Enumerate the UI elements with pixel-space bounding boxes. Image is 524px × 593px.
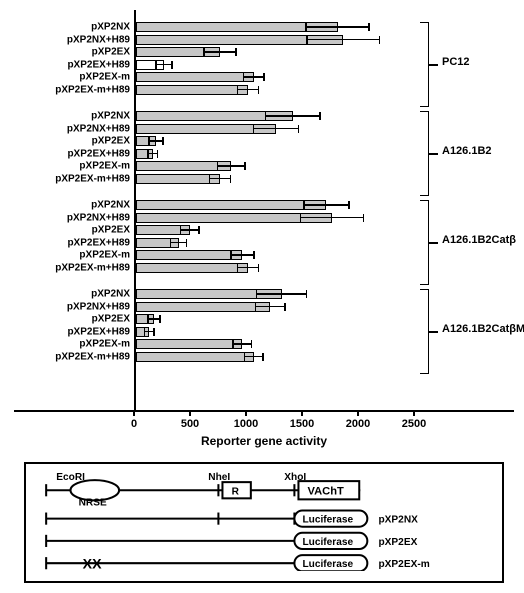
bar-label: pXP2NX+H89	[67, 34, 130, 45]
error-bar	[210, 178, 230, 180]
bar	[136, 174, 220, 184]
bar-label: pXP2NX	[91, 289, 130, 300]
nrse-label: NRSE	[79, 497, 107, 508]
bar-label: pXP2EX-m+H89	[55, 84, 130, 95]
x-tick	[301, 410, 303, 416]
bar-label: pXP2NX+H89	[67, 212, 130, 223]
bar	[136, 339, 242, 349]
bar	[136, 200, 326, 210]
bar-label: pXP2EX-m	[79, 161, 130, 172]
error-bar	[245, 356, 263, 358]
x-tick	[357, 410, 359, 416]
error-bar	[257, 293, 306, 295]
bar-label: pXP2NX+H89	[67, 301, 130, 312]
error-bar	[244, 76, 264, 78]
bar-label: pXP2EX-m+H89	[55, 173, 130, 184]
error-bar	[148, 318, 159, 320]
bar-label: pXP2EX	[92, 314, 130, 325]
bar-label: pXP2EX+H89	[67, 237, 130, 248]
error-bar	[238, 89, 258, 91]
error-bar	[307, 39, 379, 41]
error-bar	[171, 242, 187, 244]
error-bar	[233, 343, 251, 345]
group-bracket	[420, 200, 429, 285]
plot-area	[134, 10, 416, 410]
bar	[136, 263, 248, 273]
mutation-xx: XX	[83, 556, 102, 571]
error-bar	[204, 51, 235, 53]
bar	[136, 72, 254, 82]
bar-label: pXP2EX	[92, 47, 130, 58]
bar	[136, 250, 242, 260]
construct-3: pXP2EX-m	[378, 559, 429, 570]
luc-label-3: Luciferase	[303, 559, 354, 570]
error-bar	[145, 331, 154, 333]
bar-label: pXP2EX-m+H89	[55, 351, 130, 362]
bar-label: pXP2NX	[91, 111, 130, 122]
x-tick-label: 0	[131, 418, 137, 430]
luc-label-1: Luciferase	[303, 515, 354, 526]
construct-2: pXP2EX	[378, 537, 417, 548]
error-bar	[231, 254, 253, 256]
construct-diagram: EcoRI NRSE NheI R XhoI VAChT Luciferase …	[24, 462, 504, 583]
vacht-label: VAChT	[308, 485, 344, 497]
x-tick	[189, 410, 191, 416]
group-label: PC12	[442, 56, 470, 68]
bar-label: pXP2EX+H89	[67, 59, 130, 70]
error-bar	[238, 267, 258, 269]
group-bracket	[420, 22, 429, 107]
group-label: A126.1B2Catβ	[442, 234, 516, 246]
bar-label: pXP2EX-m	[79, 339, 130, 350]
error-bar	[301, 217, 364, 219]
error-bar	[306, 26, 369, 28]
bar	[136, 85, 248, 95]
error-bar	[266, 115, 320, 117]
error-bar	[304, 204, 349, 206]
x-tick	[413, 410, 415, 416]
bar-label: pXP2EX+H89	[67, 148, 130, 159]
error-bar	[148, 153, 157, 155]
bar-label: pXP2NX	[91, 200, 130, 211]
ecori-label: EcoRI	[56, 472, 85, 483]
luc-label-2: Luciferase	[303, 537, 354, 548]
bar-label: pXP2EX-m+H89	[55, 262, 130, 273]
group-bracket	[420, 289, 429, 374]
bar	[136, 302, 270, 312]
error-bar	[256, 306, 285, 308]
bar-label: pXP2EX	[92, 225, 130, 236]
error-bar	[156, 64, 172, 66]
x-axis-label: Reporter gene activity	[14, 434, 514, 448]
x-tick-label: 500	[181, 418, 199, 430]
bar-chart: Reporter gene activity pXP2NXpXP2NX+H89p…	[14, 10, 514, 412]
x-tick-label: 2000	[346, 418, 370, 430]
error-bar	[218, 165, 245, 167]
x-tick-label: 1500	[290, 418, 314, 430]
bar-label: pXP2EX+H89	[67, 326, 130, 337]
group-bracket	[420, 111, 429, 196]
error-bar	[149, 140, 162, 142]
error-bar	[181, 229, 199, 231]
bar-label: pXP2EX-m	[79, 250, 130, 261]
bar	[136, 352, 254, 362]
bar-label: pXP2EX-m	[79, 72, 130, 83]
bar-label: pXP2NX	[91, 22, 130, 33]
bar-label: pXP2EX	[92, 136, 130, 147]
error-bar	[254, 128, 299, 130]
x-tick-label: 2500	[402, 418, 426, 430]
construct-1: pXP2NX	[378, 515, 418, 526]
x-tick	[245, 410, 247, 416]
group-label: A126.1B2	[442, 145, 492, 157]
r-label: R	[232, 486, 240, 497]
x-tick	[133, 410, 135, 416]
x-tick-label: 1000	[234, 418, 258, 430]
bar-label: pXP2NX+H89	[67, 123, 130, 134]
group-label: A126.1B2CatβM	[442, 323, 524, 335]
